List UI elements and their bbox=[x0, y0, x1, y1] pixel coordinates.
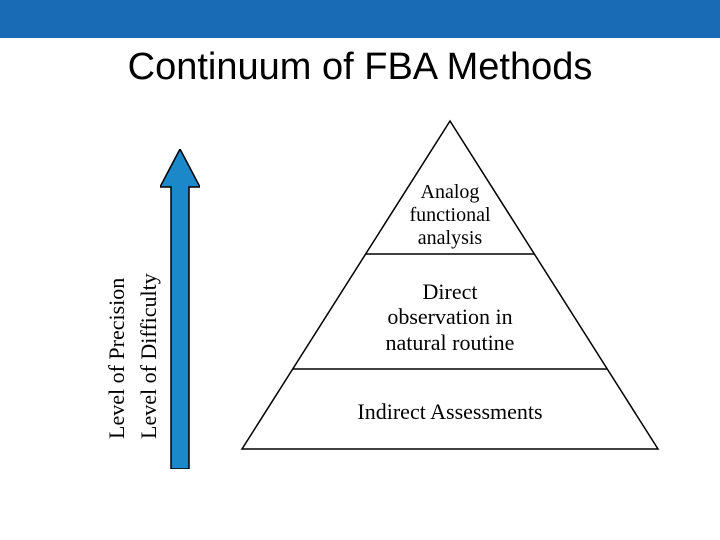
slide-title: Continuum of FBA Methods bbox=[0, 46, 720, 89]
arrow-group: Level of Precision Level of Difficulty bbox=[90, 149, 200, 469]
pyramid-tier-bottom: Indirect Assessments bbox=[240, 399, 660, 424]
axis-label-difficulty: Level of Difficulty bbox=[136, 273, 162, 439]
pyramid-tier-middle: Directobservation innatural routine bbox=[240, 279, 660, 355]
pyramid-group: Analogfunctionalanalysis Directobservati… bbox=[240, 119, 660, 459]
up-arrow-icon bbox=[160, 149, 200, 469]
pyramid-tier-top: Analogfunctionalanalysis bbox=[240, 181, 660, 250]
header-bar bbox=[0, 0, 720, 38]
content-area: Level of Precision Level of Difficulty A… bbox=[0, 89, 720, 519]
axis-label-precision: Level of Precision bbox=[104, 278, 130, 439]
